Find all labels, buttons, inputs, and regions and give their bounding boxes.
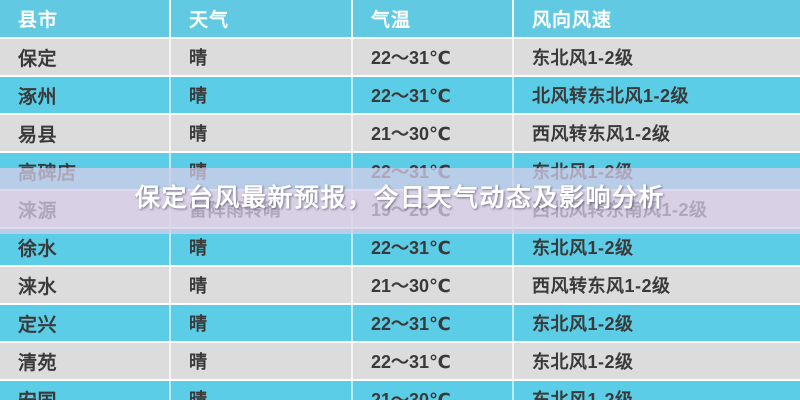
- cell-temp: 21～30℃: [352, 266, 514, 305]
- column-header-county[interactable]: 县市: [0, 0, 171, 39]
- cell-wind: 东北风1-2级: [513, 380, 800, 400]
- table-header: 县市 天气 气温 风向风速: [0, 0, 800, 39]
- cell-county: 保定: [0, 38, 171, 77]
- cell-county: 安国: [0, 380, 171, 400]
- table-row[interactable]: 保定晴 22～31℃ 东北风1-2级: [0, 38, 800, 77]
- cell-temp: 21～30℃: [352, 380, 514, 400]
- column-header-temp[interactable]: 气温: [352, 0, 514, 39]
- cell-county: 易县: [0, 114, 171, 153]
- table-row[interactable]: 定兴晴 22～31℃ 东北风1-2级: [0, 304, 800, 343]
- cell-wind: 西风转东风1-2级: [513, 114, 800, 153]
- cell-wind: 西风转东风1-2级: [513, 266, 800, 305]
- cell-county: 定兴: [0, 304, 171, 343]
- cell-county: 徐水: [0, 228, 171, 267]
- cell-weather: 晴: [170, 304, 353, 343]
- cell-temp: 21～30℃: [352, 114, 514, 153]
- cell-wind: 东北风1-2级: [513, 228, 800, 267]
- table-header-row: 县市 天气 气温 风向风速: [0, 0, 800, 39]
- cell-weather: 晴: [170, 266, 353, 305]
- cell-temp: 22～31℃: [352, 342, 514, 381]
- cell-weather: 晴: [170, 380, 353, 400]
- cell-weather: 晴: [170, 342, 353, 381]
- table-body: 保定晴 22～31℃ 东北风1-2级 涿州晴 22～31℃ 北风转东北风1-2级 易县晴 21…: [0, 38, 800, 400]
- table-row[interactable]: 涞水晴 21～30℃ 西风转东风1-2级: [0, 266, 800, 305]
- cell-wind: 东北风1-2级: [513, 342, 800, 381]
- cell-temp: 22～31℃: [352, 304, 514, 343]
- cell-county: 涿州: [0, 76, 171, 115]
- cell-temp: 22～31℃: [352, 76, 514, 115]
- cell-weather: 晴: [170, 228, 353, 267]
- cell-county: 清苑: [0, 342, 171, 381]
- cell-wind: 东北风1-2级: [513, 38, 800, 77]
- cell-temp: 22～31℃: [352, 228, 514, 267]
- column-header-wind[interactable]: 风向风速: [513, 0, 800, 39]
- table-row[interactable]: 徐水晴 22～31℃ 东北风1-2级: [0, 228, 800, 267]
- overlay-title: 保定台风最新预报，今日天气动态及影响分析: [134, 184, 665, 212]
- table-row[interactable]: 涿州晴 22～31℃ 北风转东北风1-2级: [0, 76, 800, 115]
- cell-weather: 晴: [170, 38, 353, 77]
- cell-weather: 晴: [170, 114, 353, 153]
- cell-temp: 22～31℃: [352, 38, 514, 77]
- column-header-weather[interactable]: 天气: [170, 0, 353, 39]
- cell-wind: 北风转东北风1-2级: [513, 76, 800, 115]
- table-row[interactable]: 清苑晴 22～31℃ 东北风1-2级: [0, 342, 800, 381]
- cell-wind: 东北风1-2级: [513, 304, 800, 343]
- cell-county: 涞水: [0, 266, 171, 305]
- cell-weather: 晴: [170, 76, 353, 115]
- table-row[interactable]: 易县晴 21～30℃ 西风转东风1-2级: [0, 114, 800, 153]
